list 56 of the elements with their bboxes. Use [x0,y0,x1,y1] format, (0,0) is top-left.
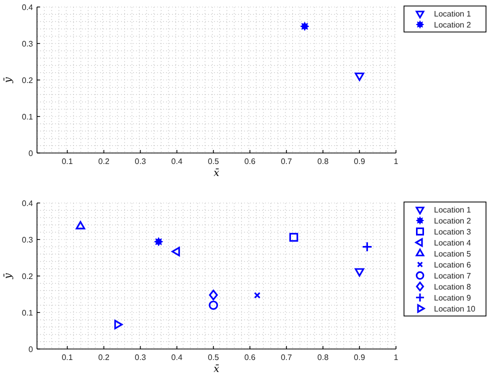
point [154,237,164,246]
point [208,290,218,300]
y-tick-label: 0.3 [22,40,34,48]
y-tick-label: 0 [28,149,34,158]
point [172,246,180,256]
legend-label: Location 2 [434,20,472,30]
y-tick-label: 0.4 [22,3,34,12]
x-tick-label: 0.2 [98,157,110,166]
x-tick-label: 0.3 [134,353,146,362]
x-tick-label: 0.6 [244,157,256,166]
x-tick-label: 0.5 [208,353,220,362]
point [254,292,260,299]
y-tick-label: 0.2 [22,76,34,85]
y-tick-label: 0.2 [22,272,34,281]
x-tick-label: 0.7 [280,157,293,166]
legend-label: Location 9 [434,294,472,302]
y-tick-label: 0.1 [22,308,34,318]
x-tick-label: 0.4 [171,157,183,166]
y-tick-label: 0.4 [22,199,34,208]
point [208,300,218,310]
x-tick-label: 0.6 [244,353,256,362]
x-tick-label: 0.4 [171,353,183,362]
x-tick-label: 0.1 [62,353,74,362]
legend-label: Location 5 [434,250,472,258]
legend-label: Location 2 [434,216,472,226]
point [114,320,123,330]
x-tick-label: 0.5 [208,157,220,166]
x-axis-title: x̄ [214,168,220,179]
x-tick-label: 0.2 [98,353,110,362]
y-axis-title: ȳ [3,76,14,84]
point [362,242,372,252]
x-tick-label: 1 [394,157,399,166]
x-axis-title: x̄ [214,364,220,375]
x-tick-label: 0.3 [134,157,146,166]
point [354,268,364,277]
x-tick-label: 0.1 [62,157,74,166]
legend-label: Location 1 [434,10,472,18]
legend-label: Location 3 [434,228,472,236]
x-tick-label: 0.8 [317,157,330,166]
x-tick-label: 0.9 [354,353,366,362]
y-tick-label: 0.1 [22,112,34,122]
y-axis-title: ȳ [3,272,14,280]
x-tick-label: 1 [394,353,399,362]
point [289,232,298,242]
legend-label: Location 1 [434,206,472,214]
legend-label: Location 4 [434,238,472,248]
x-tick-label: 0.9 [354,157,366,166]
legend-label: Location 6 [434,260,472,270]
y-tick-label: 0 [28,345,34,354]
y-tick-label: 0.3 [22,236,34,244]
legend-label: Location 8 [434,282,472,292]
x-tick-label: 0.7 [280,353,293,362]
x-tick-label: 0.8 [317,353,330,362]
legend-label: Location 7 [434,272,472,280]
point [76,221,86,230]
legend-label: Location 10 [434,304,476,314]
